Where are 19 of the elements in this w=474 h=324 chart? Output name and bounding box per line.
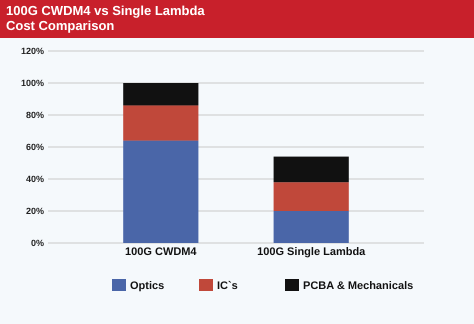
bar: [123, 105, 198, 141]
y-tick-label: 100%: [20, 78, 44, 88]
y-tick-label: 80%: [26, 110, 44, 120]
legend-label: IC`s: [217, 280, 238, 292]
y-tick-label: 120%: [20, 46, 44, 56]
y-tick-label: 60%: [26, 142, 44, 152]
x-tick-label: 100G Single Lambda: [257, 246, 366, 258]
chart-title: 100G CWDM4 vs Single Lambda Cost Comparison: [6, 3, 206, 33]
legend-label: PCBA & Mechanicals: [303, 280, 414, 292]
bar: [274, 182, 349, 211]
bar: [123, 83, 198, 106]
x-tick-label: 100G CWDM4: [125, 246, 198, 258]
y-tick-label: 20%: [26, 206, 44, 216]
y-tick-label: 0%: [30, 238, 44, 248]
bar: [123, 140, 198, 243]
legend-label: Optics: [130, 280, 164, 292]
bar: [274, 156, 349, 182]
y-tick-label: 40%: [26, 174, 44, 184]
bar: [274, 211, 349, 243]
